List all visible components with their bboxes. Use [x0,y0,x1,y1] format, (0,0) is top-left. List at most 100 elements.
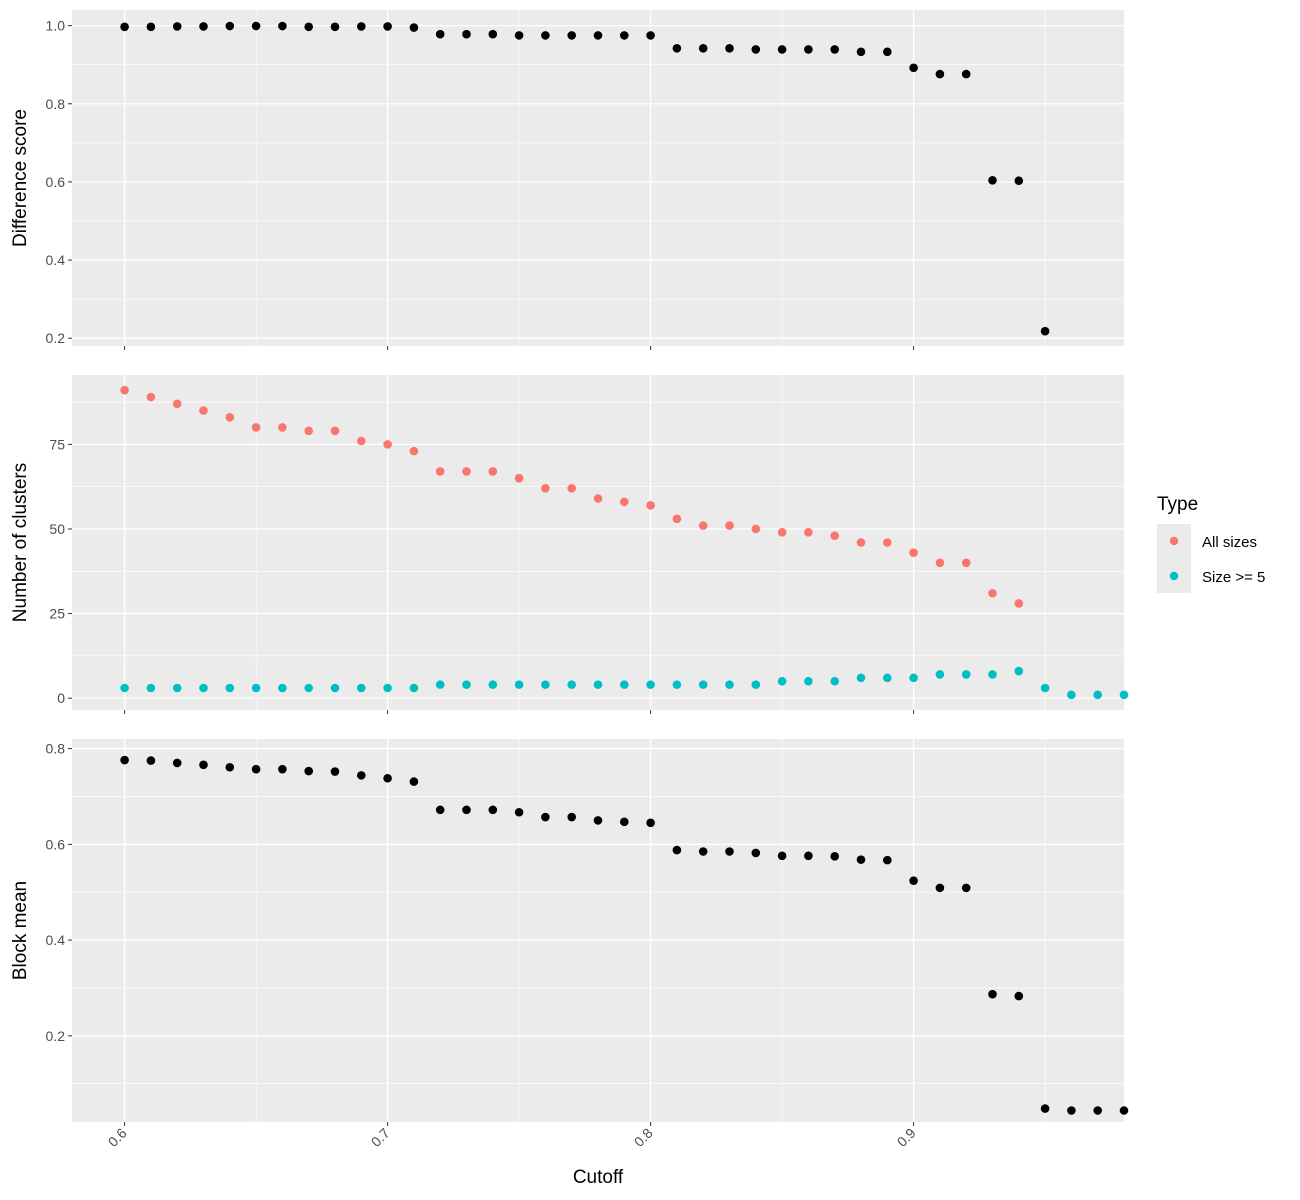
data-point [146,756,156,765]
data-point [804,851,813,861]
data-point [620,31,629,40]
data-point [804,676,813,686]
data-point [488,805,498,815]
y-tick-label: 0.8 [46,96,66,112]
data-point [646,500,655,510]
y-axis-title: Block mean [10,881,31,980]
data-point [383,773,392,783]
data-point [830,45,839,54]
data-point [883,855,892,865]
data-point [120,22,129,32]
data-point [961,69,971,79]
data-point [672,680,682,689]
data-point [172,22,182,31]
data-point [725,521,734,530]
chart-panels: 0.2 0.4 0.6 0.8 1.0 Difference score 0 25 50 75 Nu… [10,10,1129,1150]
y-tick-label: 0 [57,690,65,706]
legend-marker-size-5 [1169,571,1179,581]
data-point [567,812,576,822]
legend: Type All sizes Size >= 5 [1157,494,1265,593]
data-point [777,676,787,686]
data-point [462,467,471,476]
data-point [1040,1104,1050,1113]
series-clusters-0 [120,385,1024,608]
data-point [225,412,235,422]
data-point [830,676,839,686]
data-point [541,484,550,493]
data-point [541,812,550,822]
data-point [698,847,708,856]
data-point [646,818,655,828]
data-point [120,683,129,693]
data-point [514,31,524,40]
panel-clusters: 0 25 50 75 Number of clusters [10,375,1129,714]
data-point [1014,599,1024,608]
data-point [646,680,655,689]
data-point [172,758,182,768]
panel-background [72,739,1124,1122]
data-point [567,484,576,493]
data-point [725,847,734,856]
data-point [856,673,866,683]
data-point [909,548,918,557]
data-point [330,683,340,693]
data-point [830,851,839,861]
data-point [698,680,708,689]
data-point [883,47,892,57]
data-point [620,680,629,689]
data-point [357,771,366,780]
series-block-mean-0 [120,755,1129,1115]
legend-label-all-sizes: All sizes [1202,534,1257,551]
data-point [988,670,997,679]
data-point [856,47,866,57]
data-point [462,29,471,39]
data-point [777,45,787,54]
data-point [172,399,182,409]
y-tick-label: 0.2 [46,330,66,346]
data-point [593,816,603,825]
data-point [672,845,682,855]
data-point [935,69,945,79]
data-point [988,588,997,598]
data-point [751,45,761,54]
data-point [278,21,287,31]
y-tick-label: 50 [49,521,65,537]
data-point [409,683,419,693]
data-point [225,21,235,31]
data-point [383,440,392,449]
data-point [330,426,340,436]
series-clusters-1 [120,666,1129,700]
data-point [383,22,392,31]
data-point [251,423,261,432]
data-point [357,683,366,693]
data-point [909,673,918,683]
data-point [777,528,787,537]
data-point [1040,326,1050,336]
data-point [988,989,997,999]
data-point [541,680,550,689]
y-tick-label: 0.8 [46,741,66,757]
data-point [935,883,945,893]
data-point [330,767,340,776]
data-point [961,883,971,893]
y-tick-label: 1.0 [46,18,66,34]
data-point [120,755,129,765]
y-tick-label: 75 [49,436,65,452]
data-point [514,680,524,689]
data-point [120,385,129,395]
data-point [672,43,682,53]
data-point [488,29,498,39]
data-point [698,521,708,530]
data-point [435,467,445,476]
data-point [620,817,629,827]
data-point [146,683,156,693]
data-point [777,851,787,861]
data-point [883,538,892,547]
x-tick-label: 0.7 [368,1125,393,1150]
x-axis-title: Cutoff [573,1167,624,1188]
data-point [593,494,603,503]
panel-background [72,10,1124,346]
data-point [935,670,945,679]
data-point [462,805,471,815]
data-point [304,683,314,693]
